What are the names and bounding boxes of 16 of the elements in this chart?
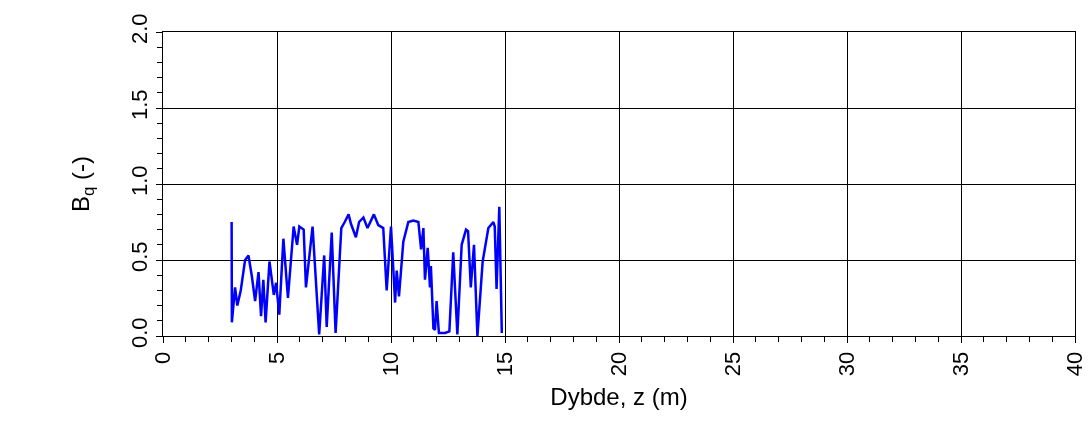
- x-tick-label: 5: [264, 351, 290, 365]
- x-tick-label: 10: [378, 351, 404, 377]
- x-tick-label: 0: [150, 351, 176, 365]
- x-tick-label: 35: [948, 351, 974, 377]
- x-tick-label: 40: [1062, 351, 1088, 377]
- y-tick-label: 2.0: [127, 13, 153, 44]
- x-tick-label: 20: [606, 351, 632, 377]
- x-tick-label: 25: [720, 351, 746, 377]
- x-axis-title: Dybde, z (m): [550, 382, 688, 410]
- y-tick-label: 1.0: [127, 165, 153, 196]
- y-tick-label: 1.5: [127, 89, 153, 120]
- x-tick-label: 15: [492, 351, 518, 377]
- y-tick-label: 0.0: [127, 317, 153, 348]
- y-tick-label: 0.5: [127, 241, 153, 272]
- x-tick-label: 30: [834, 351, 860, 377]
- line-series: [230, 205, 504, 336]
